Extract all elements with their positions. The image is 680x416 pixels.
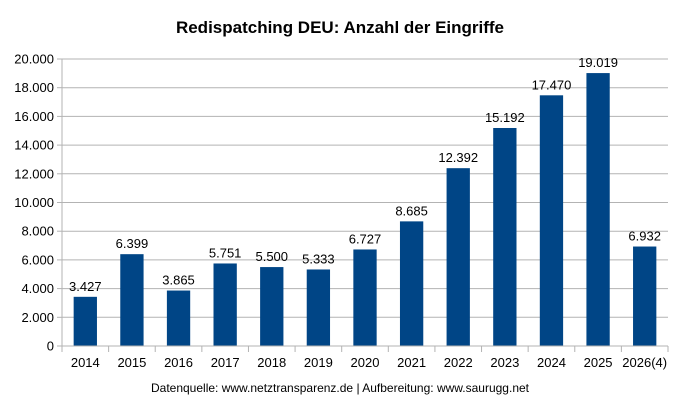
x-tick-label: 2021	[397, 355, 426, 370]
data-label: 6.932	[628, 229, 661, 244]
x-tick-label: 2020	[351, 355, 380, 370]
y-tick-label: 18.000	[14, 80, 54, 95]
y-tick-label: 6.000	[21, 252, 54, 267]
gridlines	[62, 58, 668, 347]
bar	[73, 296, 97, 346]
data-label: 5.751	[209, 245, 242, 260]
data-label: 8.685	[395, 203, 428, 218]
bar	[306, 269, 331, 346]
source-note: Datenquelle: www.netztransparenz.de | Au…	[151, 381, 530, 395]
bar	[539, 95, 564, 346]
y-tick-label: 14.000	[14, 138, 54, 153]
y-tick-label: 8.000	[21, 224, 54, 239]
x-tick-label: 2019	[304, 355, 333, 370]
bar	[586, 73, 610, 347]
bar	[166, 290, 191, 346]
bar	[446, 168, 470, 346]
data-label: 17.470	[532, 77, 572, 92]
x-tick-label: 2024	[537, 355, 566, 370]
bar	[399, 221, 424, 346]
x-tick-label: 2025	[584, 355, 613, 370]
x-tick-label: 2018	[257, 355, 286, 370]
data-label: 5.333	[302, 251, 335, 266]
data-label: 5.500	[255, 249, 288, 264]
bar	[120, 254, 144, 346]
data-label: 15.192	[485, 110, 525, 125]
data-label: 6.399	[116, 236, 149, 251]
x-tick-label: 2016	[164, 355, 193, 370]
x-tick-label: 2026(4)	[622, 355, 667, 370]
chart-title: Redispatching DEU: Anzahl der Eingriffe	[176, 18, 504, 37]
data-label: 3.427	[69, 279, 102, 294]
bar	[260, 267, 284, 346]
y-tick-label: 12.000	[14, 166, 54, 181]
y-tick-label: 16.000	[14, 109, 54, 124]
bar	[353, 249, 377, 346]
bar	[213, 263, 237, 346]
data-label: 12.392	[438, 150, 478, 165]
x-tick-label: 2015	[117, 355, 146, 370]
y-tick-label: 4.000	[21, 281, 54, 296]
y-axis: 0 2.000 4.000 6.000 8.000 10.000 12.000 14.000 1…	[14, 52, 63, 354]
x-axis: 2014 2015 2016 2017 2018 2019 2020 2021 2022 2023…	[61, 345, 669, 370]
x-tick-label: 2022	[444, 355, 473, 370]
data-labels: 3.427 6.399 3.865 5.751 5.500 5.333 6.727 8.685…	[69, 55, 661, 294]
bars	[73, 73, 657, 347]
y-tick-label: 2.000	[21, 310, 54, 325]
data-label: 6.727	[349, 231, 382, 246]
x-tick-label: 2017	[211, 355, 240, 370]
y-tick-label: 0	[47, 339, 54, 354]
x-tick-label: 2014	[71, 355, 100, 370]
x-tick-label: 2023	[490, 355, 519, 370]
y-tick-label: 10.000	[14, 195, 54, 210]
bar	[633, 246, 657, 346]
data-label: 19.019	[578, 55, 618, 70]
y-tick-label: 20.000	[14, 52, 54, 67]
bar	[493, 127, 517, 346]
data-label: 3.865	[162, 273, 195, 288]
